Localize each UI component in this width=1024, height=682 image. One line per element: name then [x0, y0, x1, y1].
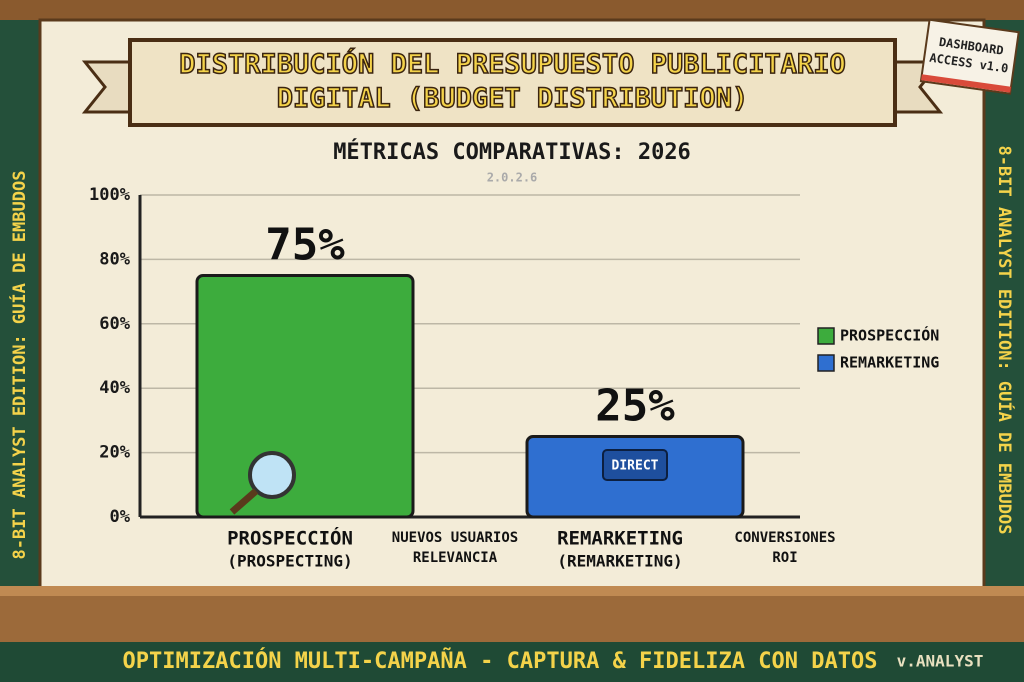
button-text: DIRECT — [612, 459, 659, 474]
legend-label: PROSPECCIÓN — [840, 326, 939, 345]
annotation: RELEVANCIA — [413, 550, 498, 566]
side-strip — [984, 20, 1024, 640]
x-tick-label: REMARKETING — [557, 528, 683, 550]
legend-swatch — [817, 327, 835, 345]
y-tick-label: 0% — [110, 507, 131, 527]
x-tick-label: PROSPECCIÓN — [227, 526, 353, 550]
ribbon-end — [81, 60, 137, 114]
footer-version: v.ANALYST — [897, 652, 984, 671]
side-strip — [0, 20, 40, 640]
y-tick-label: 80% — [99, 249, 130, 269]
y-tick-label: 40% — [99, 378, 130, 398]
annotation: CONVERSIONES — [734, 530, 835, 546]
version-note: 2.0.2.6 — [487, 171, 538, 185]
magnifier — [248, 451, 296, 499]
value-label: 25% — [595, 381, 675, 432]
badge: DASHBOARD ACCESS v1.0 — [919, 18, 1020, 95]
bar — [195, 274, 415, 519]
footer-bar — [0, 642, 1024, 682]
shelf-edge — [0, 586, 1024, 596]
legend-label: REMARKETING — [840, 354, 939, 372]
title-banner — [128, 38, 897, 127]
x-tick-sublabel: (REMARKETING) — [557, 552, 682, 571]
side-text: 8-BIT ANALYST EDITION: GUÍA DE EMBUDOS — [8, 171, 30, 560]
footer-text: OPTIMIZACIÓN MULTI-CAMPAÑA - CAPTURA & F… — [123, 648, 878, 674]
x-tick-sublabel: (PROSPECTING) — [227, 552, 352, 571]
chart-title: DISTRIBUCIÓN DEL PRESUPUESTO PUBLICITARI… — [179, 48, 847, 115]
side-text: 8-BIT ANALYST EDITION: GUÍA DE EMBUDOS — [994, 146, 1016, 535]
value-label: 75% — [265, 220, 345, 271]
y-tick-label: 20% — [99, 443, 130, 463]
legend-swatch — [817, 354, 835, 372]
magnifier-handle — [229, 488, 259, 515]
chart-subtitle: MÉTRICAS COMPARATIVAS: 2026 — [333, 139, 691, 165]
y-tick-label: 60% — [99, 314, 130, 334]
y-tick-label: 100% — [89, 185, 131, 205]
annotation: NUEVOS USUARIOS — [392, 530, 518, 546]
button — [602, 449, 668, 481]
annotation: ROI — [772, 550, 797, 566]
badge-stripe — [921, 74, 1012, 93]
badge-card — [919, 18, 1020, 95]
